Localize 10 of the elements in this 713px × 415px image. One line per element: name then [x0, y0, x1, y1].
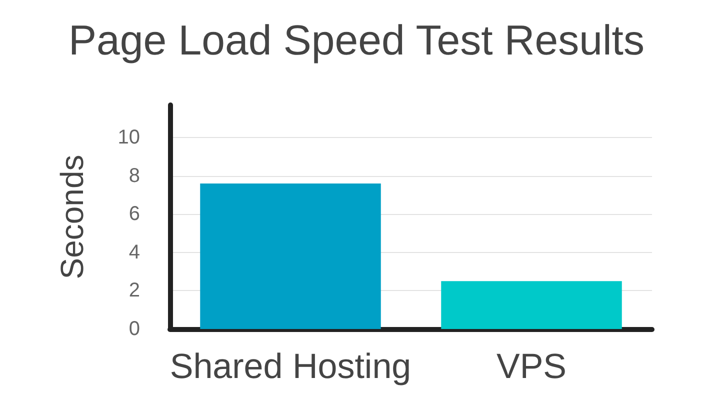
y-tick-label: 0: [128, 318, 140, 340]
y-axis-title: Seconds: [54, 154, 90, 280]
y-tick-label: 4: [128, 241, 140, 264]
x-tick-label: Shared Hosting: [170, 347, 412, 386]
chart-title: Page Load Speed Test Results: [68, 16, 644, 64]
y-tick-label: 6: [128, 203, 140, 226]
x-tick-label: VPS: [496, 347, 567, 386]
y-tick-label: 2: [128, 280, 140, 302]
y-tick-label: 8: [128, 164, 140, 187]
y-tick-label: 10: [118, 126, 140, 149]
